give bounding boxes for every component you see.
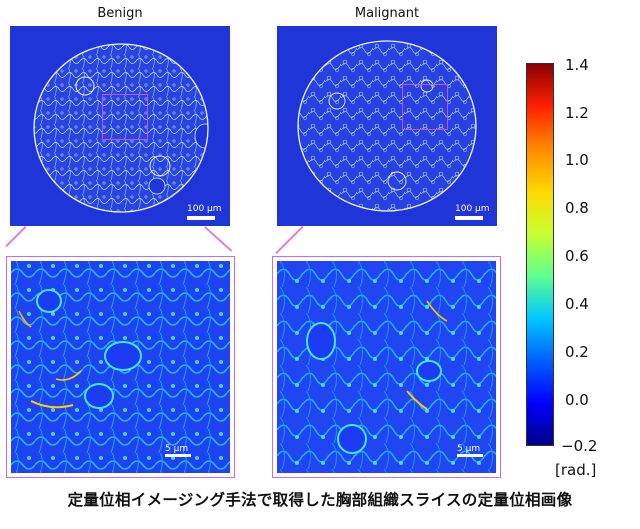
- malignant-zoom-image: [277, 261, 496, 473]
- malignant-zoom-panel: 5 μm: [272, 256, 501, 478]
- colorbar-tick-1-0: 1.0: [565, 151, 589, 169]
- benign-pointer-left: [5, 226, 27, 248]
- benign-zoom-scale-bar: [165, 454, 191, 457]
- benign-zoom-scale-label: 5 μm: [165, 444, 189, 454]
- malignant-pointer-left: [275, 226, 304, 255]
- colorbar-tick-0-2: 0.2: [565, 343, 589, 361]
- colorbar-unit: [rad.]: [555, 461, 597, 479]
- colorbar-tick-0-4: 0.4: [565, 295, 589, 313]
- benign-tissue-texture: [10, 26, 230, 226]
- colorbar-tick-0-8: 0.8: [565, 199, 589, 217]
- malignant-zoom-texture: [277, 261, 496, 473]
- figure-caption: 定量位相イメージング手法で取得した胸部組織スライスの定量位相画像: [67, 491, 573, 509]
- colorbar-tick-1-4: 1.4: [565, 56, 589, 74]
- malignant-roi-box: [402, 84, 448, 130]
- benign-overview-scale-label: 100 μm: [187, 204, 222, 214]
- malignant-zoom-scale-bar: [457, 454, 483, 457]
- benign-pointer-right: [204, 226, 233, 252]
- benign-overview-scale-bar: [187, 216, 215, 220]
- colorbar-tick-neg-0-2: −0.2: [561, 437, 598, 455]
- colorbar-tick-0-6: 0.6: [565, 247, 589, 265]
- malignant-tissue-texture: [277, 26, 497, 226]
- phase-colorbar: [526, 63, 554, 446]
- malignant-overview-scale-label: 100 μm: [455, 204, 490, 214]
- benign-roi-box: [102, 94, 148, 140]
- benign-title: Benign: [97, 6, 143, 21]
- malignant-overview-scale-bar: [455, 216, 483, 220]
- benign-zoom-panel: 5 μm: [6, 256, 235, 478]
- malignant-overview-image: 100 μm: [277, 26, 497, 226]
- malignant-zoom-scale-label: 5 μm: [457, 444, 481, 454]
- benign-zoom-texture: [11, 261, 230, 473]
- benign-zoom-image: [11, 261, 230, 473]
- colorbar-tick-1-2: 1.2: [565, 104, 589, 122]
- benign-overview-image: 100 μm: [10, 26, 230, 226]
- colorbar-tick-0-0: 0.0: [565, 391, 589, 409]
- malignant-title: Malignant: [354, 6, 420, 21]
